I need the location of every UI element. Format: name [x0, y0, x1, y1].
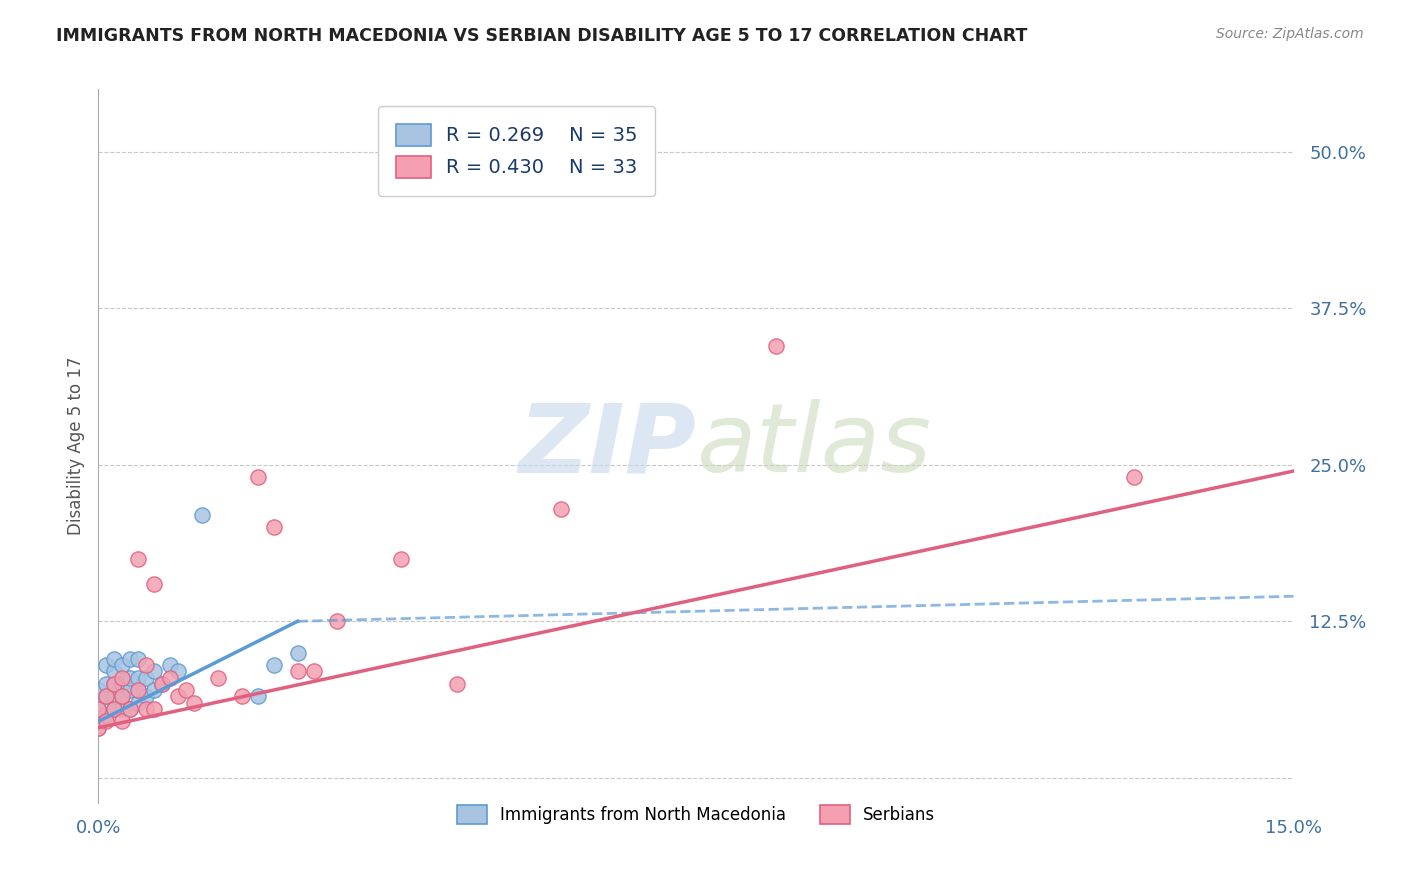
Point: [174, 683, 197, 698]
Point: [150, 677, 173, 691]
Point: [127, 696, 149, 710]
Point: [143, 665, 166, 679]
Point: [127, 652, 149, 666]
Point: [120, 671, 142, 685]
Point: [111, 702, 134, 716]
Point: [263, 658, 285, 673]
Point: [120, 702, 142, 716]
Point: [326, 614, 349, 628]
Point: [87, 721, 110, 735]
Point: [96, 658, 118, 673]
Text: ZIP: ZIP: [517, 400, 696, 492]
Point: [167, 690, 190, 704]
Point: [96, 714, 118, 729]
Point: [111, 714, 134, 729]
Point: [1123, 470, 1146, 484]
Point: [120, 702, 142, 716]
Point: [246, 690, 269, 704]
Point: [103, 702, 125, 716]
Point: [302, 665, 325, 679]
Point: [87, 702, 110, 716]
Point: [96, 690, 118, 704]
Point: [550, 501, 572, 516]
Point: [120, 683, 142, 698]
Point: [87, 683, 110, 698]
Point: [103, 665, 125, 679]
Point: [191, 508, 214, 522]
Point: [263, 520, 285, 534]
Point: [103, 652, 125, 666]
Point: [135, 658, 157, 673]
Point: [159, 658, 181, 673]
Point: [127, 683, 149, 698]
Point: [103, 690, 125, 704]
Y-axis label: Disability Age 5 to 17: Disability Age 5 to 17: [66, 357, 84, 535]
Point: [87, 721, 110, 735]
Point: [150, 677, 173, 691]
Point: [143, 576, 166, 591]
Point: [143, 702, 166, 716]
Point: [231, 690, 253, 704]
Point: [389, 551, 412, 566]
Point: [96, 690, 118, 704]
Point: [159, 671, 181, 685]
Point: [287, 665, 309, 679]
Point: [167, 665, 190, 679]
Point: [87, 702, 110, 716]
Point: [135, 702, 157, 716]
Point: [103, 677, 125, 691]
Point: [103, 702, 125, 716]
Point: [96, 708, 118, 723]
Point: [103, 677, 125, 691]
Point: [135, 690, 157, 704]
Text: atlas: atlas: [696, 400, 931, 492]
Point: [183, 696, 205, 710]
Point: [111, 690, 134, 704]
Point: [111, 658, 134, 673]
Point: [120, 652, 142, 666]
Text: Source: ZipAtlas.com: Source: ZipAtlas.com: [1216, 27, 1364, 41]
Point: [127, 683, 149, 698]
Point: [135, 671, 157, 685]
Point: [127, 671, 149, 685]
Text: IMMIGRANTS FROM NORTH MACEDONIA VS SERBIAN DISABILITY AGE 5 TO 17 CORRELATION CH: IMMIGRANTS FROM NORTH MACEDONIA VS SERBI…: [56, 27, 1028, 45]
Point: [207, 671, 229, 685]
Point: [446, 677, 468, 691]
Point: [287, 646, 309, 660]
Point: [111, 690, 134, 704]
Point: [111, 671, 134, 685]
Point: [96, 677, 118, 691]
Point: [111, 677, 134, 691]
Point: [765, 339, 787, 353]
Point: [246, 470, 269, 484]
Legend: Immigrants from North Macedonia, Serbians: Immigrants from North Macedonia, Serbian…: [443, 791, 949, 838]
Point: [127, 551, 149, 566]
Point: [143, 683, 166, 698]
